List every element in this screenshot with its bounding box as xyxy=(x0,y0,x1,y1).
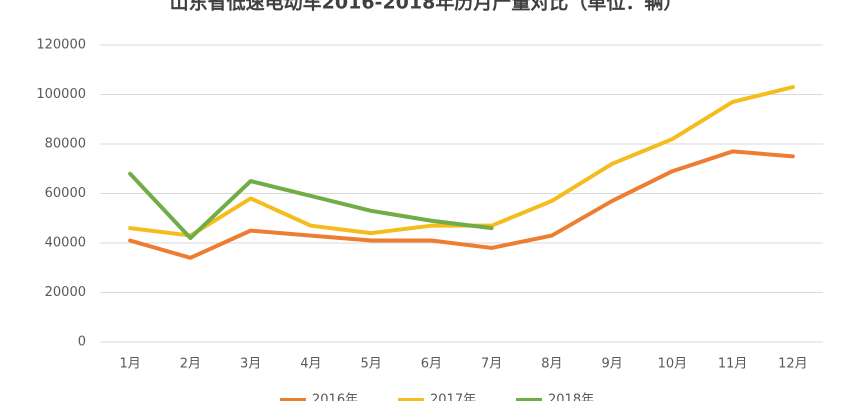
x-tick-label: 2月 xyxy=(180,357,201,372)
x-tick-label: 4月 xyxy=(300,357,321,372)
x-tick-label: 11月 xyxy=(718,357,748,372)
x-tick-label: 8月 xyxy=(541,357,562,372)
x-tick-label: 9月 xyxy=(601,357,622,372)
x-tick-label: 10月 xyxy=(658,357,688,372)
legend-label: 2018年 xyxy=(548,393,594,401)
chart-title: 山东省低速电动车2016-2018年历月产量对比（单位：辆） xyxy=(170,0,683,14)
x-tick-label: 12月 xyxy=(778,357,808,372)
series-line xyxy=(128,85,795,238)
legend-label: 2017年 xyxy=(430,393,476,401)
x-tick-label: 6月 xyxy=(421,357,442,372)
y-tick-label: 40000 xyxy=(45,236,86,251)
y-tick-label: 60000 xyxy=(45,186,86,201)
x-tick-label: 7月 xyxy=(481,357,502,372)
series-line xyxy=(128,149,795,260)
x-tick-label: 3月 xyxy=(240,357,261,372)
y-tick-label: 80000 xyxy=(45,137,86,152)
series-line xyxy=(128,171,494,241)
x-tick-label: 5月 xyxy=(360,357,381,372)
y-tick-label: 120000 xyxy=(36,38,86,53)
y-tick-label: 100000 xyxy=(36,87,86,102)
y-tick-label: 20000 xyxy=(45,285,86,300)
x-tick-label: 1月 xyxy=(119,357,140,372)
legend-label: 2016年 xyxy=(312,393,358,401)
y-tick-label: 0 xyxy=(78,335,86,350)
